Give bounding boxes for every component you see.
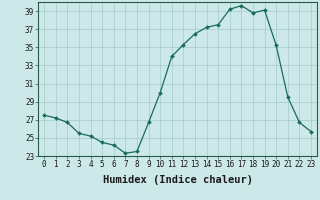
X-axis label: Humidex (Indice chaleur): Humidex (Indice chaleur) [103, 175, 252, 185]
